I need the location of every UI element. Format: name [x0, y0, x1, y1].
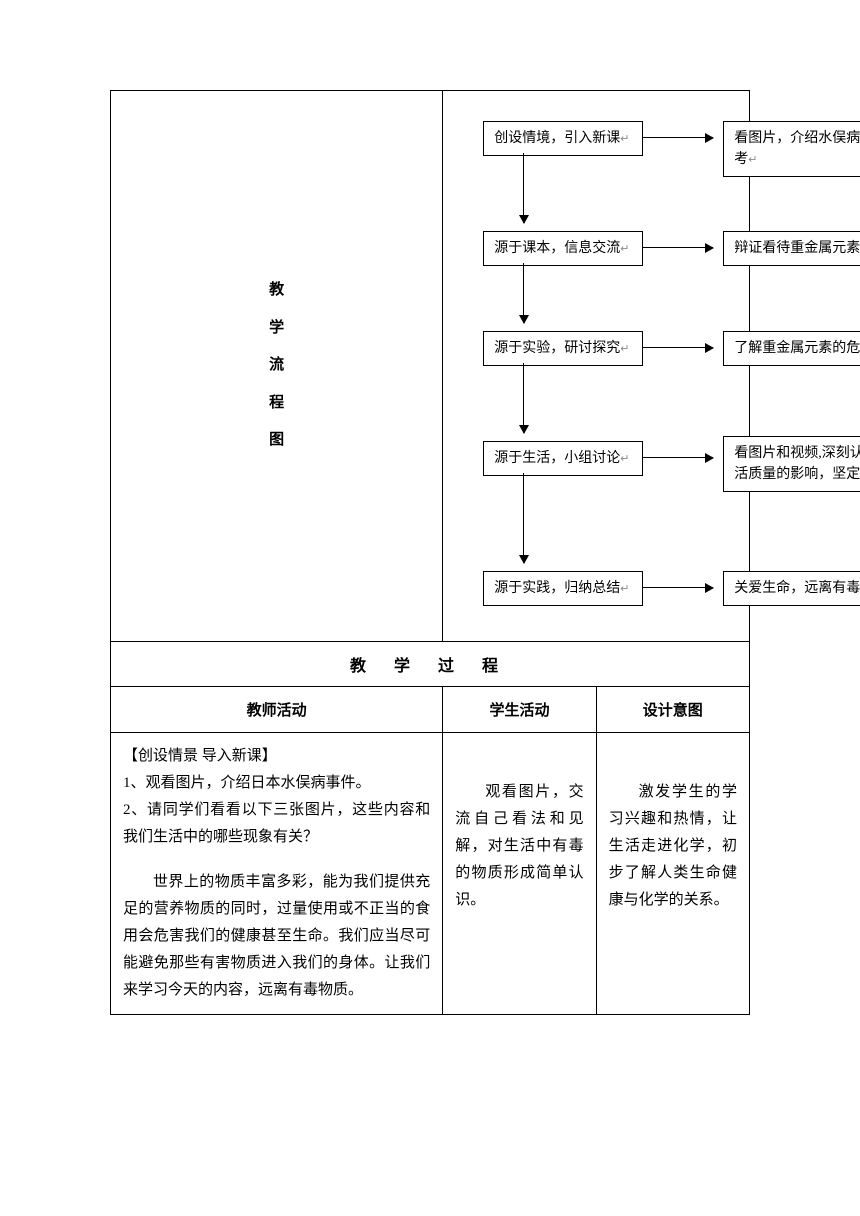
- flow-right-3: 了解重金属元素的危害，掌握自救措施↵: [723, 331, 860, 366]
- header-intent: 设计意图: [596, 687, 749, 733]
- sidebar-char-3: 流: [119, 347, 434, 385]
- sidebar-char-1: 教: [119, 272, 434, 310]
- flow-right-4: 看图片和视频,深刻认识"吸烟"和"毒品"对生活质量的影响，坚定远离毒品的信念。↵: [723, 436, 860, 492]
- flow-left-1: 创设情境，引入新课↵: [483, 121, 643, 156]
- intent-text: 激发学生的学习兴趣和热情，让生活走进化学，初步了解人类生命健康与化学的关系。: [609, 779, 737, 914]
- sidebar-char-4: 程: [119, 385, 434, 423]
- teacher-line2: 2、请同学们看看以下三张图片，这些内容和我们生活中的哪些现象有关？: [123, 797, 430, 851]
- spacer: [609, 743, 737, 779]
- teacher-para: 世界上的物质丰富多彩，能为我们提供充足的营养物质的同时，过量使用或不正当的食用会…: [123, 869, 430, 1004]
- lesson-plan-table: 教 学 流 程 图 创设情境，引入新课↵ 看图片，介绍水俣病事件，引导学生主动思…: [110, 90, 750, 1015]
- process-title: 教 学 过 程: [111, 642, 750, 687]
- flow-left-5: 源于实践，归纳总结↵: [483, 571, 643, 606]
- arrow-h-3: [643, 347, 713, 348]
- arrow-h-5: [643, 587, 713, 588]
- teacher-activity-cell: 【创设情景 导入新课】 1、观看图片，介绍日本水俣病事件。 2、请同学们看看以下…: [111, 733, 443, 1015]
- arrow-v-1: [523, 153, 524, 223]
- flow-right-2: 辩证看待重金属元素的对人体的作用。↵: [723, 231, 860, 266]
- spacer: [123, 851, 430, 869]
- student-activity-cell: 观看图片，交流自己看法和见解，对生活中有毒的物质形成简单认识。: [443, 733, 596, 1015]
- spacer: [455, 743, 583, 779]
- arrow-v-3: [523, 363, 524, 433]
- flow-container: 创设情境，引入新课↵ 看图片，介绍水俣病事件，引导学生主动思考↵ 源于课本，信息…: [463, 121, 729, 611]
- flow-right-5: 关爱生命，远离有毒物质↵: [723, 571, 860, 606]
- arrow-v-4: [523, 473, 524, 563]
- arrow-h-1: [643, 137, 713, 138]
- flow-left-3: 源于实验，研讨探究↵: [483, 331, 643, 366]
- flow-right-1: 看图片，介绍水俣病事件，引导学生主动思考↵: [723, 121, 860, 177]
- table-header-row: 教师活动 学生活动 设计意图: [111, 687, 750, 733]
- flow-left-2: 源于课本，信息交流↵: [483, 231, 643, 266]
- teacher-line1: 1、观看图片，介绍日本水俣病事件。: [123, 770, 430, 797]
- arrow-h-2: [643, 247, 713, 248]
- student-text: 观看图片，交流自己看法和见解，对生活中有毒的物质形成简单认识。: [455, 779, 583, 914]
- flowchart-sidebar-label: 教 学 流 程 图: [111, 91, 443, 642]
- flow-left-4: 源于生活，小组讨论↵: [483, 441, 643, 476]
- arrow-v-2: [523, 263, 524, 323]
- design-intent-cell: 激发学生的学习兴趣和热情，让生活走进化学，初步了解人类生命健康与化学的关系。: [596, 733, 749, 1015]
- flowchart-diagram: 创设情境，引入新课↵ 看图片，介绍水俣病事件，引导学生主动思考↵ 源于课本，信息…: [443, 91, 750, 642]
- header-teacher: 教师活动: [111, 687, 443, 733]
- arrow-h-4: [643, 457, 713, 458]
- content-row: 【创设情景 导入新课】 1、观看图片，介绍日本水俣病事件。 2、请同学们看看以下…: [111, 733, 750, 1015]
- process-title-row: 教 学 过 程: [111, 642, 750, 687]
- sidebar-char-2: 学: [119, 310, 434, 348]
- header-student: 学生活动: [443, 687, 596, 733]
- teacher-heading: 【创设情景 导入新课】: [123, 743, 430, 770]
- sidebar-char-5: 图: [119, 422, 434, 460]
- flowchart-row: 教 学 流 程 图 创设情境，引入新课↵ 看图片，介绍水俣病事件，引导学生主动思…: [111, 91, 750, 642]
